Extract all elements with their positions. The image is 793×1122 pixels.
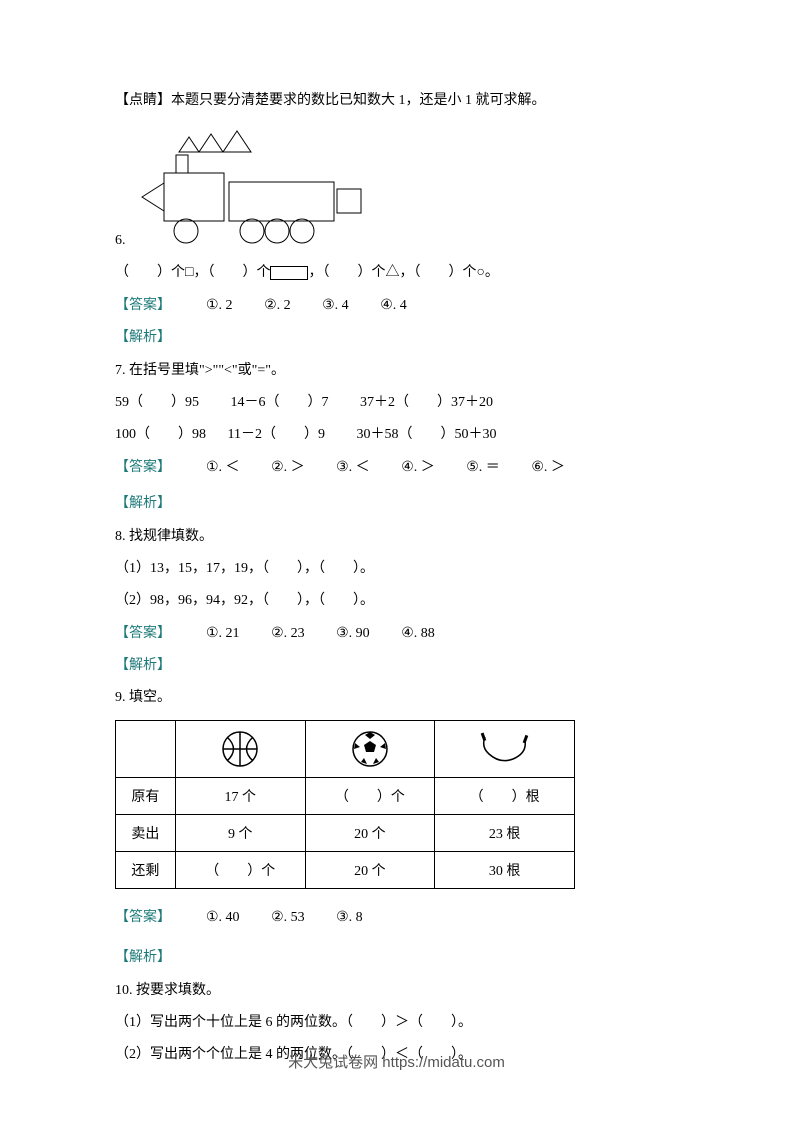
q7-r1-2: 14－6（ ）7 <box>231 395 329 410</box>
q8-ans-2: ②. 23 <box>271 626 305 641</box>
q9-instruction-text: 填空。 <box>129 690 171 705</box>
q6-number: 6. <box>115 230 126 252</box>
soccer-icon <box>350 729 390 769</box>
table-row: 卖出 9 个 20 个 23 根 <box>116 814 575 851</box>
answer-label: 【答案】 <box>115 910 171 925</box>
q6-ans-2: ②. 2 <box>264 298 291 313</box>
q9-ans-2: ②. 53 <box>271 910 305 925</box>
q10-instruction: 10. 按要求填数。 <box>115 980 678 1002</box>
q6-analysis: 【解析】 <box>115 327 678 349</box>
q8-ans-1: ①. 21 <box>206 626 240 641</box>
answer-label: 【答案】 <box>115 298 171 313</box>
hint-text: 【点睛】本题只要分清楚要求的数比已知数大 1，还是小 1 就可求解。 <box>115 90 678 112</box>
jump-rope-icon <box>475 729 535 769</box>
basketball-icon <box>220 729 260 769</box>
q7-r1-3: 37＋2（ ）37＋20 <box>360 395 493 410</box>
cell: （ ）根 <box>435 777 575 814</box>
rope-header <box>435 720 575 777</box>
q6-row: 6. <box>115 122 678 252</box>
table-header-row <box>116 720 575 777</box>
empty-header <box>116 720 176 777</box>
q6-qtext-1: （ ）个□，（ ）个 <box>115 265 270 280</box>
q7-ans-4: ④. ＞ <box>401 460 435 475</box>
answer-label: 【答案】 <box>115 626 171 641</box>
q8-instruction-text: 找规律填数。 <box>129 529 213 544</box>
q6-ans-3: ③. 4 <box>322 298 349 313</box>
q9-table: 原有 17 个 （ ）个 （ ）根 卖出 9 个 20 个 23 根 还剩 （ … <box>115 720 575 889</box>
q7-instruction-text: 在括号里填">""<"或"="。 <box>129 363 285 378</box>
q8-answer-line: 【答案】 ①. 21 ②. 23 ③. 90 ④. 88 <box>115 623 678 645</box>
basketball-header <box>175 720 305 777</box>
q7-ans-2: ②. ＞ <box>271 460 305 475</box>
table-row: 原有 17 个 （ ）个 （ ）根 <box>116 777 575 814</box>
q7-r2-1: 100（ ）98 <box>115 427 206 442</box>
blank-rectangle <box>270 266 308 280</box>
cell: 23 根 <box>435 814 575 851</box>
q7-r1-1: 59（ ）95 <box>115 395 199 410</box>
q8-instruction: 8. 找规律填数。 <box>115 526 678 548</box>
q9-answer-line: 【答案】 ①. 40 ②. 53 ③. 8 <box>115 907 678 929</box>
q9-ans-3: ③. 8 <box>336 910 363 925</box>
q10-line1: （1）写出两个十位上是 6 的两位数。（ ）＞（ ）。 <box>115 1012 678 1034</box>
cell: 30 根 <box>435 851 575 888</box>
q7-ans-1: ①. ＜ <box>206 460 240 475</box>
train-diagram <box>134 127 364 247</box>
soccer-header <box>305 720 435 777</box>
q9-ans-1: ①. 40 <box>206 910 240 925</box>
q6-ans-1: ①. 2 <box>206 298 233 313</box>
cell: （ ）个 <box>175 851 305 888</box>
q10-instruction-text: 按要求填数。 <box>136 983 220 998</box>
q7-number: 7. <box>115 363 126 378</box>
answer-label: 【答案】 <box>115 460 171 475</box>
q8-seq2: （2）98，96，94，92，（ ），（ ）。 <box>115 590 678 612</box>
row-label: 卖出 <box>116 814 176 851</box>
q7-r2-3: 30＋58（ ）50＋30 <box>356 427 496 442</box>
q7-ans-3: ③. ＜ <box>336 460 370 475</box>
cell: 20 个 <box>305 814 435 851</box>
cell: （ ）个 <box>305 777 435 814</box>
cell: 9 个 <box>175 814 305 851</box>
row-label: 还剩 <box>116 851 176 888</box>
q7-row1: 59（ ）95 14－6（ ）7 37＋2（ ）37＋20 <box>115 392 678 414</box>
q8-analysis: 【解析】 <box>115 655 678 677</box>
cell: 20 个 <box>305 851 435 888</box>
table-row: 还剩 （ ）个 20 个 30 根 <box>116 851 575 888</box>
q9-instruction: 9. 填空。 <box>115 687 678 709</box>
q7-row2: 100（ ）98 11－2（ ）9 30＋58（ ）50＋30 <box>115 424 678 446</box>
q9-analysis: 【解析】 <box>115 947 678 969</box>
q8-ans-3: ③. 90 <box>336 626 370 641</box>
row-label: 原有 <box>116 777 176 814</box>
q6-ans-4: ④. 4 <box>380 298 407 313</box>
q7-instruction: 7. 在括号里填">""<"或"="。 <box>115 360 678 382</box>
q7-r2-2: 11－2（ ）9 <box>228 427 325 442</box>
q7-answer-line: 【答案】 ①. ＜ ②. ＞ ③. ＜ ④. ＞ ⑤. ＝ ⑥. ＞ <box>115 457 678 479</box>
q8-number: 8. <box>115 529 126 544</box>
q7-ans-5: ⑤. ＝ <box>466 460 500 475</box>
q10-number: 10. <box>115 983 133 998</box>
q6-answer-line: 【答案】 ①. 2 ②. 2 ③. 4 ④. 4 <box>115 295 678 317</box>
q9-number: 9. <box>115 690 126 705</box>
q7-ans-6: ⑥. ＞ <box>531 460 565 475</box>
q8-ans-4: ④. 88 <box>401 626 435 641</box>
cell: 17 个 <box>175 777 305 814</box>
q8-seq1: （1）13，15，17，19，（ ），（ ）。 <box>115 558 678 580</box>
q6-qtext-2: ，（ ）个△，（ ）个○。 <box>308 265 498 280</box>
footer-text: 米大兔试卷网 https://midatu.com <box>0 1051 793 1072</box>
q6-question: （ ）个□，（ ）个 ，（ ）个△，（ ）个○。 <box>115 262 678 284</box>
q7-analysis: 【解析】 <box>115 493 678 515</box>
